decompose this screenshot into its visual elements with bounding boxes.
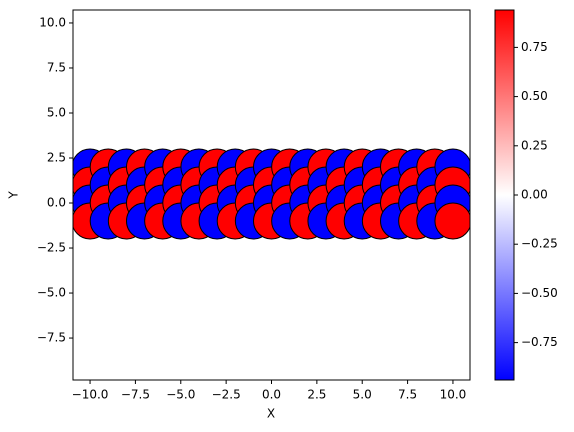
x-axis-label: X <box>267 407 275 421</box>
y-tick-label: −7.5 <box>37 331 66 345</box>
x-tick-label: −7.5 <box>121 388 150 402</box>
x-tick-label: 7.5 <box>398 388 417 402</box>
colorbar-tick-label: −0.75 <box>521 335 558 349</box>
x-tick-label: −10.0 <box>72 388 109 402</box>
colorbar-tick-label: 0.00 <box>521 188 548 202</box>
x-tick-label: −2.5 <box>212 388 241 402</box>
x-tick-label: 0.0 <box>262 388 281 402</box>
y-tick-label: 5.0 <box>47 105 66 119</box>
y-tick-label: 0.0 <box>47 196 66 210</box>
y-axis-label: Y <box>7 191 21 200</box>
colorbar-tick-label: −0.50 <box>521 286 558 300</box>
y-tick-label: −2.5 <box>37 241 66 255</box>
colorbar <box>494 9 515 381</box>
colorbar-tick-label: 0.50 <box>521 89 548 103</box>
colorbar-tick-label: −0.25 <box>521 237 558 251</box>
colorbar-tick-label: 0.75 <box>521 40 548 54</box>
y-tick-label: 7.5 <box>47 60 66 74</box>
y-tick-label: 2.5 <box>47 151 66 165</box>
x-tick-label: −5.0 <box>166 388 195 402</box>
colorbar-tick-label: 0.25 <box>521 138 548 152</box>
x-tick-label: 10.0 <box>440 388 467 402</box>
point <box>434 202 470 240</box>
x-tick-label: 5.0 <box>353 388 372 402</box>
points <box>73 148 470 240</box>
x-tick-label: 2.5 <box>307 388 326 402</box>
y-tick-label: −5.0 <box>37 286 66 300</box>
y-tick-label: 10.0 <box>39 15 66 29</box>
